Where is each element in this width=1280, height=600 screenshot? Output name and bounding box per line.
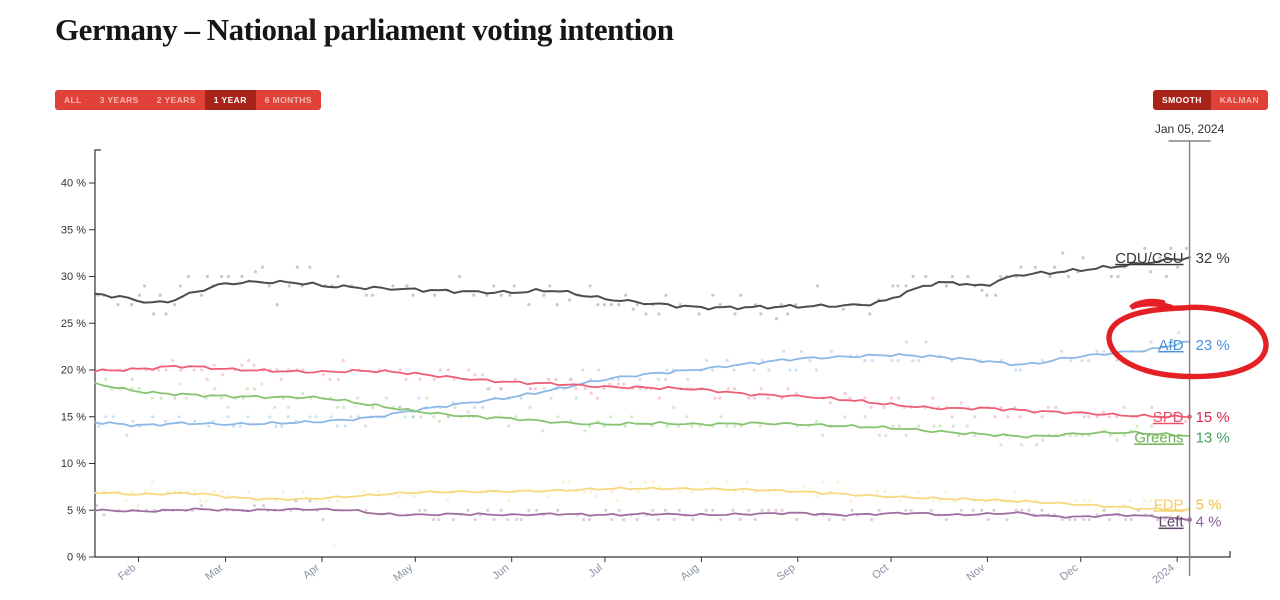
x-axis-label: Jun: [490, 562, 511, 582]
x-axis-label: Jul: [586, 562, 604, 580]
cursor-date-label: Jan 05, 2024: [1155, 122, 1225, 136]
party-label-greens[interactable]: Greens: [1134, 429, 1183, 446]
party-label-left[interactable]: Left: [1159, 514, 1185, 531]
afd-trend-line: [94, 340, 1191, 428]
y-axis-label: 30 %: [61, 271, 86, 283]
party-value-fdp: 5 %: [1196, 496, 1222, 513]
time-range-2-years-button[interactable]: 2 YEARS: [147, 90, 205, 110]
axis-frame: [94, 149, 1231, 558]
x-axis-label: Nov: [964, 562, 987, 584]
party-value-cdu-csu: 32 %: [1196, 250, 1230, 267]
y-axis-label: 15 %: [61, 411, 86, 423]
y-axis-label: 35 %: [61, 224, 86, 236]
mode-smooth-button[interactable]: SMOOTH: [1153, 90, 1211, 110]
party-label-afd[interactable]: AfD: [1159, 337, 1184, 354]
smoothing-mode-buttons: SMOOTH KALMAN: [1153, 90, 1268, 110]
cdu-csu-scatter-dots: [96, 246, 1188, 321]
fdp-trend-line: [94, 486, 1191, 512]
y-axis-label: 10 %: [61, 458, 86, 470]
cdu-csu-trend-line: [94, 256, 1191, 311]
y-axis-label: 5 %: [67, 505, 86, 517]
x-axis-label: Aug: [678, 562, 701, 584]
x-axis-label: Sep: [775, 562, 798, 584]
x-axis-label: May: [391, 562, 415, 585]
left-trend-line: [94, 507, 1191, 522]
x-axis-label: Mar: [203, 562, 226, 583]
spd-trend-line: [94, 364, 1191, 419]
party-label-cdu-csu[interactable]: CDU/CSU: [1115, 250, 1183, 267]
x-axis-label: Apr: [301, 562, 322, 582]
x-axis-label: 2024: [1150, 562, 1177, 587]
greens-trend-line: [94, 381, 1191, 439]
time-range-buttons: ALL 3 YEARS 2 YEARS 1 YEAR 6 MONTHS: [55, 90, 321, 110]
party-label-spd[interactable]: SPD: [1153, 409, 1184, 426]
mode-kalman-button[interactable]: KALMAN: [1210, 90, 1268, 110]
spd-scatter-dots: [102, 359, 1188, 423]
party-value-greens: 13 %: [1196, 429, 1230, 446]
y-axis-label: 25 %: [61, 318, 86, 330]
page-title: Germany – National parliament voting int…: [55, 12, 674, 47]
y-axis-label: 0 %: [67, 552, 86, 564]
y-axis: 0 % 5 % 10 % 15 % 20 % 25 % 30 % 35 % 40 %: [61, 178, 95, 564]
time-range-all-button[interactable]: ALL: [55, 90, 91, 110]
afd-scatter-dots: [97, 331, 1181, 437]
x-axis-label: Dec: [1058, 562, 1081, 584]
party-label-fdp[interactable]: FDP: [1154, 496, 1184, 513]
hand-drawn-circle-annotation: [1106, 298, 1269, 380]
date-cursor[interactable]: Jan 05, 2024: [1155, 122, 1225, 576]
x-axis-label: Oct: [870, 562, 891, 582]
party-value-spd: 15 %: [1196, 409, 1230, 426]
time-range-1-year-button[interactable]: 1 YEAR: [204, 90, 256, 110]
y-axis-label: 40 %: [61, 178, 86, 190]
time-range-6-months-button[interactable]: 6 MONTHS: [255, 90, 321, 110]
y-axis-label: 20 %: [61, 365, 86, 377]
x-axis-label: Feb: [116, 562, 138, 583]
x-axis: Feb Mar Apr May Jun Jul Aug Sep Oct Nov Dec 2024: [116, 557, 1178, 587]
time-range-3-years-button[interactable]: 3 YEARS: [90, 90, 148, 110]
party-value-left: 4 %: [1196, 514, 1222, 531]
party-value-afd: 23 %: [1196, 337, 1230, 354]
